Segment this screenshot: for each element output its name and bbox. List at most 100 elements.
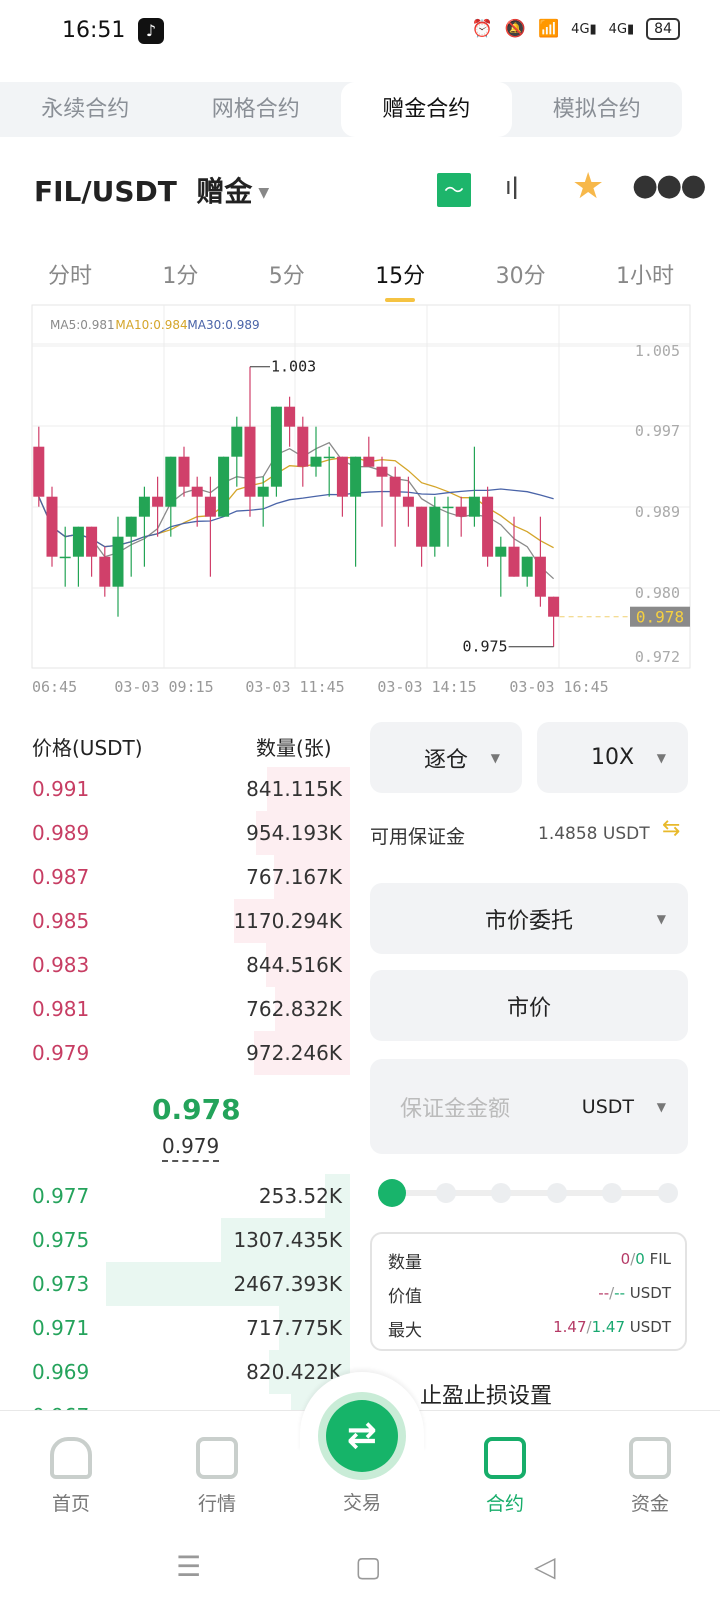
interval-tab-30m[interactable]: 30分: [495, 264, 546, 289]
qty-label: 数量: [388, 1253, 422, 1273]
home-button-icon[interactable]: ▢: [355, 1550, 382, 1583]
pair-selector[interactable]: FIL/USDT 赠金 ▼: [34, 170, 269, 210]
bid-qty: 820.422K: [246, 1360, 342, 1384]
candle-body: [350, 456, 362, 497]
candle-body: [178, 456, 190, 487]
y-tick-label: 0.980: [635, 584, 680, 602]
tiktok-icon: ♪: [138, 18, 164, 44]
tab-grid[interactable]: 网格合约: [211, 97, 300, 122]
interval-tab-1m[interactable]: 1分: [162, 264, 199, 289]
tab-bonus[interactable]: 赠金合约: [341, 82, 512, 137]
depth-bar: [266, 943, 350, 987]
star-icon[interactable]: ★: [572, 166, 605, 207]
mute-icon: 🔕: [504, 19, 526, 39]
depth-bar: [266, 767, 350, 811]
ask-row[interactable]: 0.979 972.246K: [32, 1031, 350, 1075]
nav-trade[interactable]: ⇄: [318, 1392, 406, 1480]
candle-body: [125, 516, 137, 537]
slider-step[interactable]: [491, 1183, 511, 1203]
x-tick-label: 06:45: [32, 678, 77, 696]
nav-markets[interactable]: 行情: [177, 1437, 257, 1516]
candle-body: [165, 456, 177, 507]
candlestick-icon[interactable]: ıǀ: [505, 172, 519, 200]
bid-row[interactable]: 0.977 253.52K: [32, 1174, 350, 1218]
bid-row[interactable]: 0.969 820.422K: [32, 1350, 350, 1394]
nav-assets[interactable]: 资金: [610, 1437, 690, 1516]
interval-tab-15m[interactable]: 15分: [375, 258, 425, 302]
high-label: 1.003: [271, 358, 316, 376]
slider-step[interactable]: [436, 1183, 456, 1203]
swap-icon: ⇄: [326, 1400, 398, 1472]
amount-unit[interactable]: USDT: [581, 1095, 634, 1118]
ask-row[interactable]: 0.983 844.516K: [32, 943, 350, 987]
transfer-icon[interactable]: ⇆: [662, 816, 681, 841]
price-field[interactable]: 市价: [370, 970, 688, 1041]
ask-price: 0.989: [32, 821, 90, 845]
candle-body: [534, 556, 546, 597]
low-label: 0.975: [462, 638, 507, 656]
margin-amount-input[interactable]: 保证金金额 USDT ▼: [370, 1059, 688, 1154]
depth-bar: [220, 1218, 350, 1262]
chart-frame: [31, 304, 691, 669]
slider-step[interactable]: [547, 1183, 567, 1203]
ask-qty: 762.832K: [246, 997, 342, 1021]
nav-contracts[interactable]: 合约: [465, 1437, 545, 1516]
interval-tab-5m[interactable]: 5分: [268, 264, 305, 289]
document-icon: [484, 1437, 526, 1479]
bid-price: 0.969: [32, 1360, 90, 1384]
price-header: 价格(USDT): [32, 736, 143, 760]
available-margin-label: 可用保证金: [370, 826, 466, 848]
candle-body: [310, 456, 322, 467]
bid-row[interactable]: 0.975 1307.435K: [32, 1218, 350, 1262]
margin-mode-select[interactable]: 逐仓 ▼: [370, 722, 522, 793]
caret-down-icon: ▼: [656, 1099, 666, 1114]
candle-body: [442, 506, 454, 509]
mark-price[interactable]: 0.979: [162, 1134, 220, 1162]
ma-legend: MA10:0.984: [115, 318, 187, 332]
tab-perpetual[interactable]: 永续合约: [41, 97, 130, 122]
candlestick-chart[interactable]: 1.005 0.997 0.989 0.980 0.972 06:45 03-03 09:1…: [0, 300, 720, 700]
ask-price: 0.985: [32, 909, 90, 933]
ask-row[interactable]: 0.985 1170.294K: [32, 899, 350, 943]
margin-mode-label: 逐仓: [423, 747, 468, 773]
y-tick-label: 0.997: [635, 422, 680, 440]
y-tick-label: 0.972: [635, 648, 680, 666]
last-price: 0.978: [152, 1093, 241, 1126]
x-tick-label: 03-03 11:45: [245, 678, 344, 696]
qty-value: 0/0 FIL: [620, 1250, 671, 1268]
candle-body: [389, 476, 401, 497]
leverage-select[interactable]: 10X ▼: [537, 722, 688, 793]
bid-row[interactable]: 0.971 717.775K: [32, 1306, 350, 1350]
candle-body: [257, 486, 269, 497]
available-margin-value: 1.4858 USDT: [538, 824, 650, 844]
interval-tab-timeshare[interactable]: 分时: [48, 264, 93, 289]
bid-row[interactable]: 0.973 2467.393K: [32, 1262, 350, 1306]
back-icon[interactable]: ◁: [534, 1550, 556, 1583]
qty-header: 数量(张): [256, 736, 332, 760]
ask-row[interactable]: 0.991 841.115K: [32, 767, 350, 811]
interval-tab-1h[interactable]: 1小时: [615, 264, 674, 289]
nav-trade-label: 交易: [342, 1492, 381, 1514]
nav-home[interactable]: 首页: [31, 1437, 111, 1516]
slider-knob[interactable]: [378, 1179, 406, 1207]
ask-qty: 841.115K: [246, 777, 342, 801]
order-type-select[interactable]: 市价委托 ▼: [370, 883, 688, 954]
line-chart-icon[interactable]: 〜: [437, 173, 471, 207]
menu-icon[interactable]: ☰: [176, 1550, 202, 1583]
alarm-icon: ⏰: [471, 19, 493, 39]
ask-qty: 972.246K: [246, 1041, 342, 1065]
more-icon[interactable]: ●●●: [632, 168, 707, 203]
ask-row[interactable]: 0.989 954.193K: [32, 811, 350, 855]
slider-step[interactable]: [602, 1183, 622, 1203]
amount-slider-track[interactable]: [391, 1190, 668, 1196]
tab-demo[interactable]: 模拟合约: [552, 97, 641, 122]
ask-row[interactable]: 0.981 762.832K: [32, 987, 350, 1031]
tp-sl-settings[interactable]: 止盈止损设置: [420, 1384, 553, 1409]
candle-body: [191, 486, 203, 497]
bid-qty: 253.52K: [258, 1184, 342, 1208]
ask-row[interactable]: 0.987 767.167K: [32, 855, 350, 899]
wifi-icon: 📶: [538, 19, 560, 39]
slider-step[interactable]: [658, 1183, 678, 1203]
candle-body: [152, 496, 164, 507]
depth-bar: [324, 1174, 350, 1218]
